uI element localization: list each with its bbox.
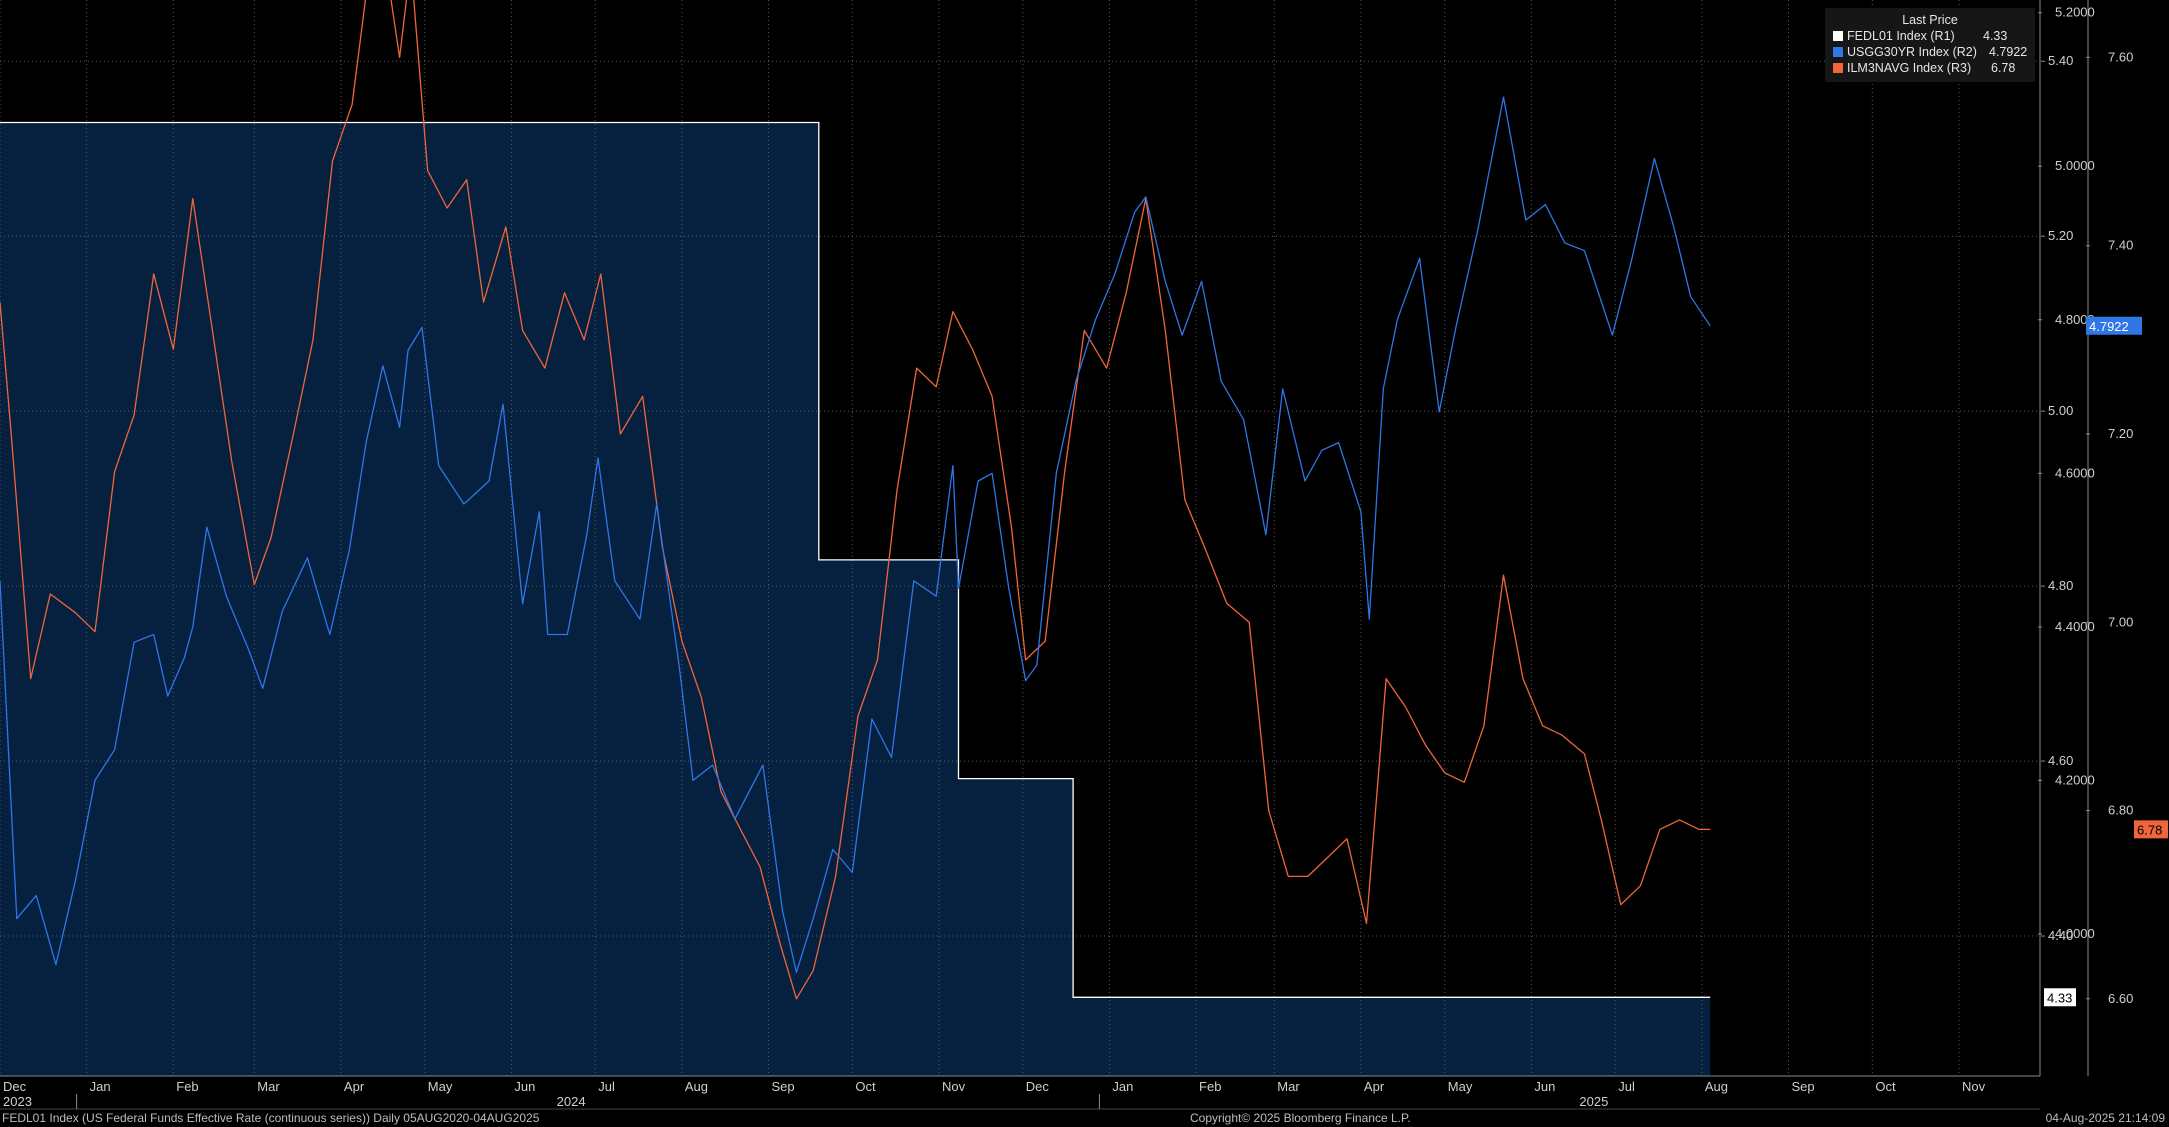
x-tick-label-22: Oct [1875,1079,1896,1094]
legend-label-usgg30yr: USGG30YR Index (R2) [1847,45,1977,59]
x-year-label-1: 2024 [557,1094,586,1109]
last-price-tag-fedl01-box [2044,988,2076,1007]
legend-value-usgg30yr: 4.7922 [1989,45,2028,59]
footer-security-description: FEDL01 Index (US Federal Funds Effective… [2,1111,540,1125]
x-tick-label-11: Nov [942,1079,966,1094]
r1-tick-label-5: 4.40 [2048,928,2073,943]
x-tick-label-10: Oct [855,1079,876,1094]
legend-value-fedl01: 4.33 [1983,29,2008,43]
legend-swatch-fedl01 [1833,31,1843,41]
r3-tick-label-1: 7.40 [2108,238,2133,253]
r1-tick-label-3: 4.80 [2048,578,2073,593]
x-tick-label-18: Jun [1534,1079,1555,1094]
x-tick-label-7: Jul [598,1079,615,1094]
last-price-tag-fedl01-label: 4.33 [2047,990,2072,1005]
x-tick-label-23: Nov [1962,1079,1986,1094]
legend: Last Price FEDL01 Index (R1) 4.33 USGG30… [1825,8,2035,82]
last-price-tag-usgg30yr-label: 4.7922 [2089,319,2129,334]
r2-tick-label-3: 4.6000 [2055,465,2095,480]
x-tick-label-17: May [1448,1079,1473,1094]
x-tick-label-20: Aug [1705,1079,1728,1094]
r2-tick-label-0: 5.2000 [2055,5,2095,20]
x-tick-label-19: Jul [1618,1079,1635,1094]
x-tick-label-3: Mar [257,1079,280,1094]
last-price-tag-ilm3navg-label: 6.78 [2137,822,2162,837]
legend-label-ilm3navg: ILM3NAVG Index (R3) [1847,61,1972,75]
x-tick-label-4: Apr [344,1079,365,1094]
legend-header: Last Price [1902,13,1958,27]
x-tick-label-15: Mar [1277,1079,1300,1094]
x-tick-label-16: Apr [1364,1079,1385,1094]
legend-item-usgg30yr: USGG30YR Index (R2) 4.7922 [1833,45,2027,59]
x-tick-label-5: May [428,1079,453,1094]
footer-timestamp: 04-Aug-2025 21:14:09 [2045,1111,2165,1125]
legend-label-fedl01: FEDL01 Index (R1) [1847,29,1955,43]
x-tick-label-21: Sep [1791,1079,1814,1094]
r1-tick-label-0: 5.40 [2048,53,2073,68]
legend-item-ilm3navg: ILM3NAVG Index (R3) 6.78 [1833,61,2015,75]
x-tick-label-9: Sep [771,1079,794,1094]
x-tick-label-6: Jun [514,1079,535,1094]
r2-tick-label-2: 4.8000 [2055,312,2095,327]
r2-tick-label-5: 4.2000 [2055,772,2095,787]
x-year-label-0: 2023 [3,1094,32,1109]
r1-tick-label-2: 5.00 [2048,403,2073,418]
x-tick-label-12: Dec [1026,1079,1050,1094]
legend-value-ilm3navg: 6.78 [1991,61,2016,75]
x-year-label-13: 2025 [1579,1094,1608,1109]
r2-tick-label-6: 4.0000 [2055,926,2095,941]
r1-tick-label-1: 5.20 [2048,228,2073,243]
last-price-tag-ilm3navg-box [2134,820,2168,839]
footer: FEDL01 Index (US Federal Funds Effective… [0,1110,2169,1127]
legend-item-fedl01: FEDL01 Index (R1) 4.33 [1833,29,2007,43]
r1-tick-label-4: 4.60 [2048,753,2073,768]
fedl01-area [0,122,1711,1076]
r3-tick-label-4: 6.80 [2108,803,2133,818]
footer-copyright: Copyright© 2025 Bloomberg Finance L.P. [1190,1111,1411,1125]
r3-tick-label-5: 6.60 [2108,991,2133,1006]
fedl01-line [0,121,1711,998]
legend-swatch-ilm3navg [1833,63,1843,73]
usgg30yr-line [0,96,1711,974]
legend-swatch-usgg30yr [1833,47,1843,57]
ilm3navg-line [0,0,1711,1000]
r2-tick-label-1: 5.0000 [2055,158,2095,173]
x-tick-label-1: Jan [90,1079,111,1094]
r2-tick-label-4: 4.4000 [2055,619,2095,634]
r3-tick-label-0: 7.60 [2108,49,2133,64]
r3-tick-label-3: 7.00 [2108,614,2133,629]
x-tick-label-14: Feb [1199,1079,1221,1094]
x-tick-label-0: Dec [3,1079,27,1094]
last-price-tag-usgg30yr-box [2086,316,2142,335]
x-tick-label-8: Aug [685,1079,708,1094]
r3-tick-label-2: 7.20 [2108,426,2133,441]
x-tick-label-13: Jan [1112,1079,1133,1094]
x-tick-label-2: Feb [176,1079,198,1094]
